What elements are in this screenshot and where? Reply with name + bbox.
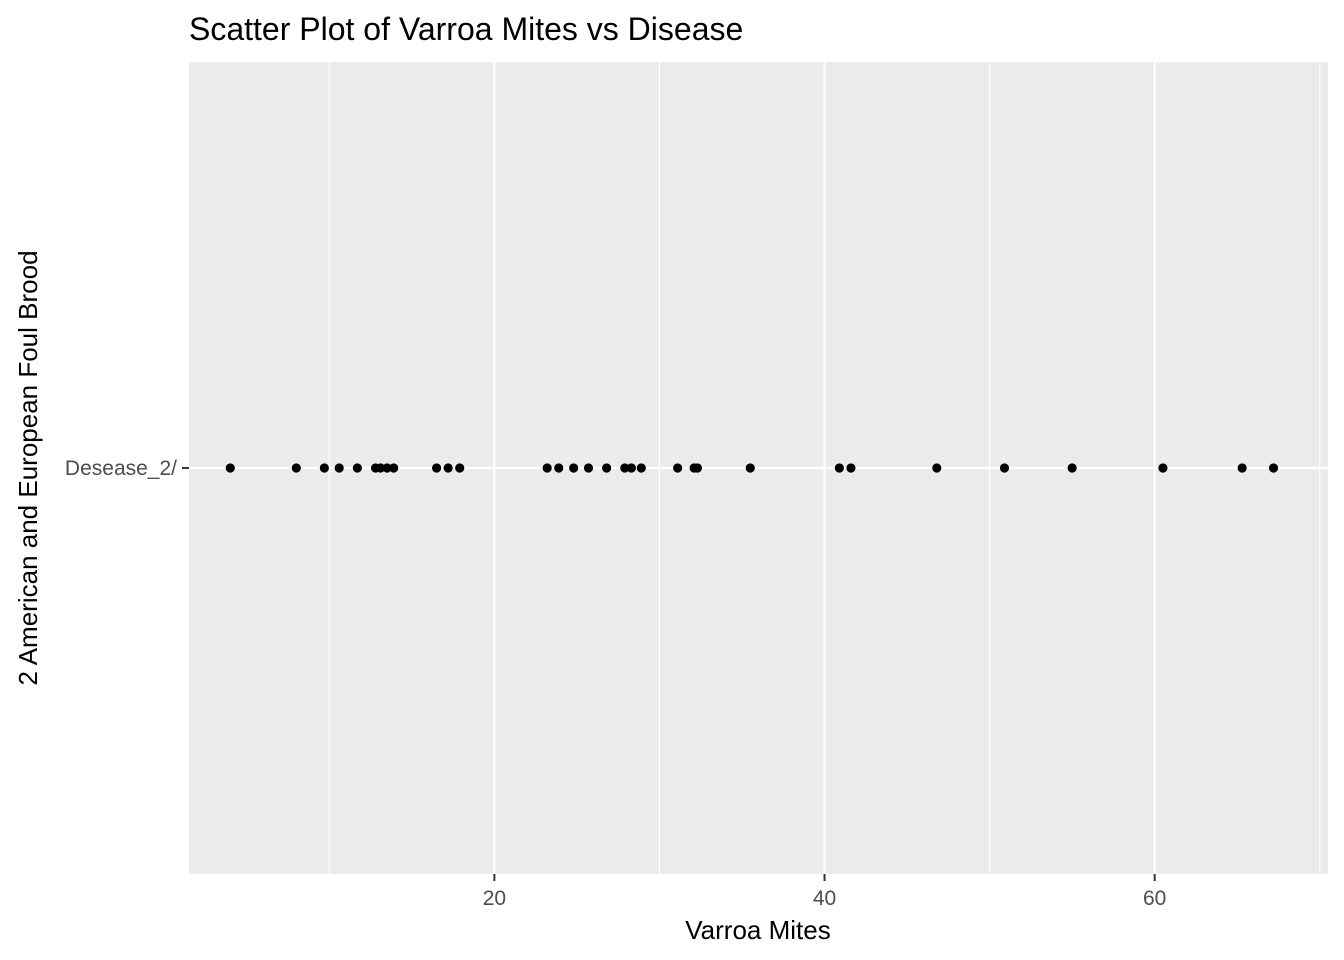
data-point [620,463,630,473]
data-point [636,463,646,473]
x-axis-ticks: 20 40 60 [483,874,1166,910]
data-point [375,463,386,473]
data-point [583,463,594,473]
y-tick-label: Desease_2/ [65,457,177,480]
data-point [846,463,856,473]
data-point [932,463,942,473]
data-point [1067,463,1077,473]
data-point [1237,463,1247,473]
y-axis-title: 2 American and European Foul Brood [13,250,43,685]
x-tick-label: 40 [813,887,836,910]
data-point [291,463,301,473]
data-point [999,463,1010,473]
x-axis-title: Varroa Mites [685,915,830,945]
data-points [225,463,1279,473]
data-point [602,463,612,473]
data-point [455,463,465,473]
data-point [389,463,399,473]
data-point [1158,463,1168,473]
data-point [225,463,235,473]
y-axis-ticks: Desease_2/ [65,457,189,480]
data-point [626,463,636,473]
data-point [554,463,564,473]
data-point [334,463,344,473]
x-tick-label: 20 [483,887,506,910]
data-point [569,463,579,473]
data-point [432,463,442,473]
data-point [443,463,453,473]
x-tick-label: 60 [1143,887,1166,910]
data-point [542,463,552,473]
data-point [319,463,329,473]
data-point [745,463,755,473]
data-point [1268,463,1279,473]
data-point [382,463,392,473]
data-point [834,463,844,473]
data-point [692,463,703,473]
data-point [673,463,683,473]
chart-title: Scatter Plot of Varroa Mites vs Disease [189,11,743,47]
data-point [352,463,362,473]
